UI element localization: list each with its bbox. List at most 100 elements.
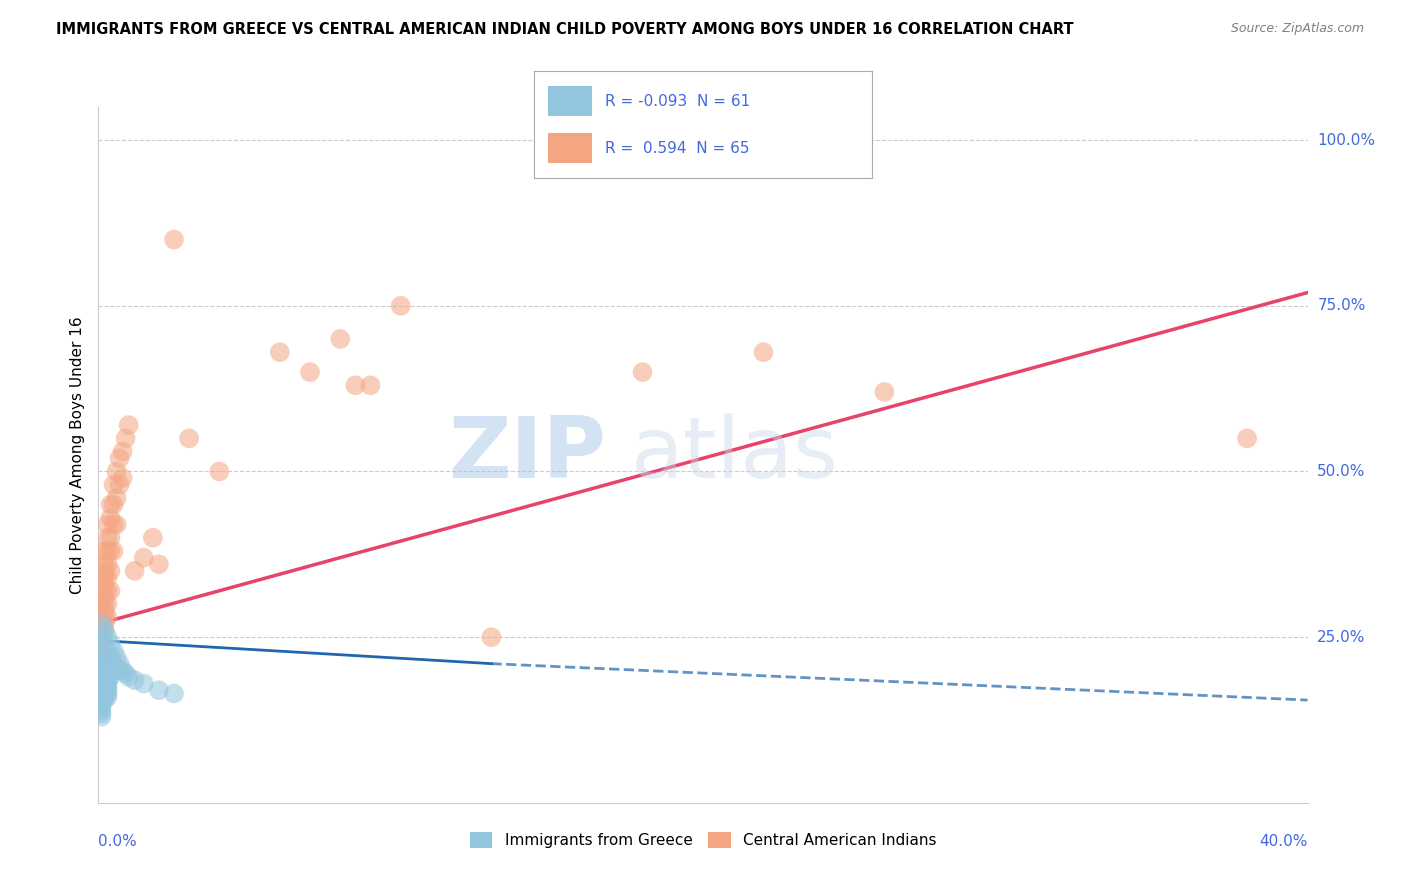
- Point: [100, 583, 122, 598]
- Point: [93, 616, 115, 631]
- Point: [96, 570, 118, 584]
- Point: [90, 693, 112, 707]
- Point: [100, 637, 122, 651]
- Point: [90, 610, 112, 624]
- Point: [100, 531, 122, 545]
- Point: [103, 663, 125, 677]
- Point: [96, 690, 118, 704]
- Point: [100, 564, 122, 578]
- Point: [389, 299, 412, 313]
- Point: [90, 630, 112, 644]
- Point: [96, 610, 118, 624]
- Bar: [548, 87, 592, 116]
- Point: [329, 332, 352, 346]
- Point: [90, 643, 112, 657]
- Point: [873, 384, 896, 399]
- Point: [114, 431, 136, 445]
- Point: [90, 686, 112, 700]
- Point: [96, 680, 118, 694]
- Point: [90, 670, 112, 684]
- Point: [96, 650, 118, 665]
- Text: 50.0%: 50.0%: [1317, 464, 1365, 479]
- Text: 0.0%: 0.0%: [98, 834, 138, 849]
- Point: [105, 465, 128, 479]
- Point: [96, 558, 118, 572]
- Point: [90, 643, 112, 657]
- Text: R =  0.594  N = 65: R = 0.594 N = 65: [605, 141, 749, 156]
- Point: [96, 544, 118, 558]
- Point: [93, 637, 115, 651]
- Point: [148, 683, 170, 698]
- Text: Source: ZipAtlas.com: Source: ZipAtlas.com: [1230, 22, 1364, 36]
- Point: [105, 491, 128, 505]
- Point: [93, 673, 115, 688]
- Point: [93, 558, 115, 572]
- Point: [103, 517, 125, 532]
- Point: [93, 680, 115, 694]
- Point: [93, 693, 115, 707]
- Point: [96, 683, 118, 698]
- Point: [103, 657, 125, 671]
- Point: [90, 697, 112, 711]
- Point: [1236, 431, 1258, 445]
- Point: [124, 564, 146, 578]
- Text: 100.0%: 100.0%: [1317, 133, 1375, 148]
- Point: [93, 577, 115, 591]
- Point: [90, 703, 112, 717]
- Point: [93, 604, 115, 618]
- Point: [90, 630, 112, 644]
- Point: [90, 709, 112, 723]
- Point: [111, 444, 134, 458]
- Point: [179, 431, 201, 445]
- Text: IMMIGRANTS FROM GREECE VS CENTRAL AMERICAN INDIAN CHILD POVERTY AMONG BOYS UNDER: IMMIGRANTS FROM GREECE VS CENTRAL AMERIC…: [56, 22, 1074, 37]
- Point: [96, 686, 118, 700]
- Point: [96, 597, 118, 611]
- Point: [93, 666, 115, 681]
- Point: [93, 650, 115, 665]
- Point: [142, 531, 165, 545]
- Point: [90, 676, 112, 690]
- Point: [96, 531, 118, 545]
- Text: 75.0%: 75.0%: [1317, 298, 1365, 313]
- Point: [96, 663, 118, 677]
- Point: [90, 650, 112, 665]
- Point: [96, 670, 118, 684]
- Point: [90, 683, 112, 698]
- Point: [96, 583, 118, 598]
- Point: [163, 233, 186, 247]
- Point: [481, 630, 503, 644]
- Point: [631, 365, 654, 379]
- Point: [100, 498, 122, 512]
- Point: [103, 643, 125, 657]
- Point: [93, 663, 115, 677]
- Point: [90, 616, 112, 631]
- Legend: Immigrants from Greece, Central American Indians: Immigrants from Greece, Central American…: [464, 826, 942, 855]
- Point: [93, 570, 115, 584]
- Point: [111, 663, 134, 677]
- Point: [100, 511, 122, 525]
- Point: [93, 583, 115, 598]
- Point: [90, 706, 112, 721]
- Point: [163, 686, 186, 700]
- Bar: [548, 134, 592, 163]
- Point: [93, 544, 115, 558]
- Point: [90, 597, 112, 611]
- Point: [90, 627, 112, 641]
- Point: [100, 544, 122, 558]
- Point: [90, 663, 112, 677]
- Point: [132, 550, 155, 565]
- Point: [124, 673, 146, 688]
- Point: [93, 624, 115, 638]
- Point: [108, 657, 131, 671]
- Point: [132, 676, 155, 690]
- Point: [93, 686, 115, 700]
- Text: R = -0.093  N = 61: R = -0.093 N = 61: [605, 94, 751, 109]
- Point: [269, 345, 291, 359]
- Point: [344, 378, 367, 392]
- Point: [118, 418, 141, 433]
- Point: [93, 591, 115, 605]
- Point: [90, 690, 112, 704]
- Point: [108, 451, 131, 466]
- Text: ZIP: ZIP: [449, 413, 606, 497]
- Point: [105, 517, 128, 532]
